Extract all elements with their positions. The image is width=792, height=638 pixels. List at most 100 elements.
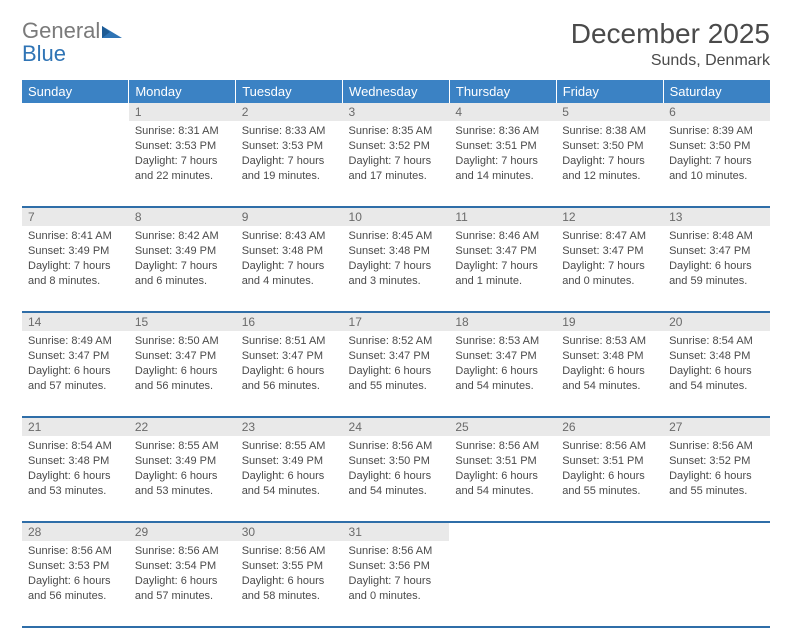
day-number-cell: 1 — [129, 103, 236, 121]
brand-name-1: General — [22, 18, 100, 43]
daylight-text: Daylight: 6 hours and 54 minutes. — [349, 469, 444, 499]
daylight-text: Daylight: 6 hours and 54 minutes. — [242, 469, 337, 499]
sunset-text: Sunset: 3:50 PM — [349, 454, 444, 469]
day-cell-content: Sunrise: 8:55 AMSunset: 3:49 PMDaylight:… — [236, 436, 343, 504]
day-cell-content: Sunrise: 8:54 AMSunset: 3:48 PMDaylight:… — [663, 331, 770, 399]
day-number-cell: 17 — [343, 312, 450, 331]
sunset-text: Sunset: 3:47 PM — [669, 244, 764, 259]
day-cell-content: Sunrise: 8:35 AMSunset: 3:52 PMDaylight:… — [343, 121, 450, 189]
day-number-cell: 15 — [129, 312, 236, 331]
day-cell-content: Sunrise: 8:56 AMSunset: 3:51 PMDaylight:… — [449, 436, 556, 504]
day-cell: Sunrise: 8:54 AMSunset: 3:48 PMDaylight:… — [22, 436, 129, 522]
day-number-cell: 5 — [556, 103, 663, 121]
daylight-text: Daylight: 6 hours and 55 minutes. — [669, 469, 764, 499]
weekday-header: Wednesday — [343, 80, 450, 103]
daylight-text: Daylight: 7 hours and 3 minutes. — [349, 259, 444, 289]
day-number-cell: 20 — [663, 312, 770, 331]
daylight-text: Daylight: 7 hours and 6 minutes. — [135, 259, 230, 289]
day-number-cell: 4 — [449, 103, 556, 121]
day-cell: Sunrise: 8:38 AMSunset: 3:50 PMDaylight:… — [556, 121, 663, 207]
day-cell: Sunrise: 8:41 AMSunset: 3:49 PMDaylight:… — [22, 226, 129, 312]
sunset-text: Sunset: 3:56 PM — [349, 559, 444, 574]
sunset-text: Sunset: 3:54 PM — [135, 559, 230, 574]
day-cell — [449, 541, 556, 627]
day-number-cell — [22, 103, 129, 121]
sunset-text: Sunset: 3:50 PM — [669, 139, 764, 154]
weekday-header: Friday — [556, 80, 663, 103]
day-cell: Sunrise: 8:35 AMSunset: 3:52 PMDaylight:… — [343, 121, 450, 207]
day-cell: Sunrise: 8:45 AMSunset: 3:48 PMDaylight:… — [343, 226, 450, 312]
day-cell-content: Sunrise: 8:33 AMSunset: 3:53 PMDaylight:… — [236, 121, 343, 189]
daylight-text: Daylight: 7 hours and 17 minutes. — [349, 154, 444, 184]
day-number-cell: 23 — [236, 417, 343, 436]
day-cell-content: Sunrise: 8:46 AMSunset: 3:47 PMDaylight:… — [449, 226, 556, 294]
day-number-cell: 11 — [449, 207, 556, 226]
daylight-text: Daylight: 7 hours and 4 minutes. — [242, 259, 337, 289]
daylight-text: Daylight: 6 hours and 56 minutes. — [135, 364, 230, 394]
day-cell: Sunrise: 8:49 AMSunset: 3:47 PMDaylight:… — [22, 331, 129, 417]
day-number-cell: 19 — [556, 312, 663, 331]
daylight-text: Daylight: 6 hours and 53 minutes. — [28, 469, 123, 499]
sunrise-text: Sunrise: 8:39 AM — [669, 124, 764, 139]
day-cell-content — [449, 541, 556, 601]
sunset-text: Sunset: 3:48 PM — [349, 244, 444, 259]
sunset-text: Sunset: 3:52 PM — [349, 139, 444, 154]
daylight-text: Daylight: 6 hours and 56 minutes. — [28, 574, 123, 604]
day-cell: Sunrise: 8:50 AMSunset: 3:47 PMDaylight:… — [129, 331, 236, 417]
sunrise-text: Sunrise: 8:51 AM — [242, 334, 337, 349]
day-number-cell: 14 — [22, 312, 129, 331]
calendar-body: 123456Sunrise: 8:31 AMSunset: 3:53 PMDay… — [22, 103, 770, 627]
sunset-text: Sunset: 3:48 PM — [669, 349, 764, 364]
daylight-text: Daylight: 6 hours and 54 minutes. — [455, 469, 550, 499]
day-cell-content: Sunrise: 8:53 AMSunset: 3:47 PMDaylight:… — [449, 331, 556, 399]
day-cell-content: Sunrise: 8:56 AMSunset: 3:53 PMDaylight:… — [22, 541, 129, 609]
sunset-text: Sunset: 3:55 PM — [242, 559, 337, 574]
daylight-text: Daylight: 7 hours and 0 minutes. — [349, 574, 444, 604]
sunset-text: Sunset: 3:47 PM — [455, 349, 550, 364]
daylight-text: Daylight: 7 hours and 8 minutes. — [28, 259, 123, 289]
sunset-text: Sunset: 3:48 PM — [28, 454, 123, 469]
sunrise-text: Sunrise: 8:38 AM — [562, 124, 657, 139]
day-number-cell: 6 — [663, 103, 770, 121]
daylight-text: Daylight: 6 hours and 53 minutes. — [135, 469, 230, 499]
day-cell-content: Sunrise: 8:56 AMSunset: 3:52 PMDaylight:… — [663, 436, 770, 504]
day-cell: Sunrise: 8:56 AMSunset: 3:51 PMDaylight:… — [556, 436, 663, 522]
weekday-header-row: Sunday Monday Tuesday Wednesday Thursday… — [22, 80, 770, 103]
day-cell: Sunrise: 8:51 AMSunset: 3:47 PMDaylight:… — [236, 331, 343, 417]
sunset-text: Sunset: 3:51 PM — [455, 139, 550, 154]
brand-name-2: Blue — [22, 41, 66, 66]
brand-logo: General Blue — [22, 18, 122, 65]
day-number-cell: 16 — [236, 312, 343, 331]
day-content-row: Sunrise: 8:56 AMSunset: 3:53 PMDaylight:… — [22, 541, 770, 627]
day-cell-content: Sunrise: 8:43 AMSunset: 3:48 PMDaylight:… — [236, 226, 343, 294]
sunrise-text: Sunrise: 8:50 AM — [135, 334, 230, 349]
day-cell: Sunrise: 8:53 AMSunset: 3:48 PMDaylight:… — [556, 331, 663, 417]
calendar-page: General Blue December 2025 Sunds, Denmar… — [0, 0, 792, 638]
sunrise-text: Sunrise: 8:56 AM — [455, 439, 550, 454]
sunset-text: Sunset: 3:47 PM — [135, 349, 230, 364]
weekday-header: Monday — [129, 80, 236, 103]
day-cell-content: Sunrise: 8:51 AMSunset: 3:47 PMDaylight:… — [236, 331, 343, 399]
day-cell-content: Sunrise: 8:49 AMSunset: 3:47 PMDaylight:… — [22, 331, 129, 399]
day-cell-content — [663, 541, 770, 601]
day-cell: Sunrise: 8:52 AMSunset: 3:47 PMDaylight:… — [343, 331, 450, 417]
sunrise-text: Sunrise: 8:54 AM — [28, 439, 123, 454]
weekday-header: Thursday — [449, 80, 556, 103]
month-title: December 2025 — [571, 18, 770, 50]
day-cell: Sunrise: 8:54 AMSunset: 3:48 PMDaylight:… — [663, 331, 770, 417]
day-cell-content — [22, 121, 129, 181]
sunrise-text: Sunrise: 8:56 AM — [669, 439, 764, 454]
day-cell-content: Sunrise: 8:53 AMSunset: 3:48 PMDaylight:… — [556, 331, 663, 399]
sunrise-text: Sunrise: 8:56 AM — [28, 544, 123, 559]
day-cell-content: Sunrise: 8:56 AMSunset: 3:51 PMDaylight:… — [556, 436, 663, 504]
sunset-text: Sunset: 3:50 PM — [562, 139, 657, 154]
day-cell — [22, 121, 129, 207]
day-number-cell: 25 — [449, 417, 556, 436]
daylight-text: Daylight: 6 hours and 54 minutes. — [455, 364, 550, 394]
sunrise-text: Sunrise: 8:55 AM — [135, 439, 230, 454]
day-cell-content — [556, 541, 663, 601]
sunrise-text: Sunrise: 8:56 AM — [562, 439, 657, 454]
day-cell-content: Sunrise: 8:50 AMSunset: 3:47 PMDaylight:… — [129, 331, 236, 399]
day-number-cell: 9 — [236, 207, 343, 226]
sunset-text: Sunset: 3:49 PM — [135, 454, 230, 469]
